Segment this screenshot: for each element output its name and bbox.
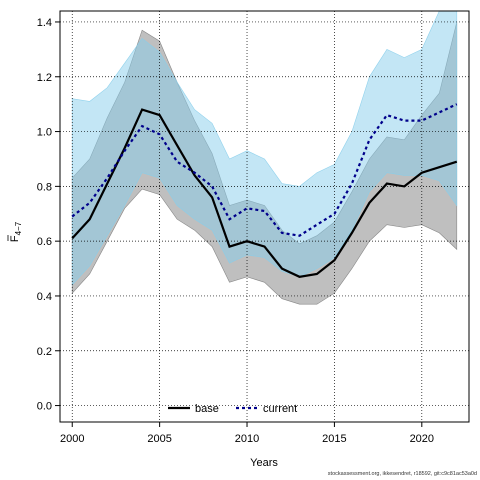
x-tick-label: 2005	[147, 433, 171, 445]
x-tick-label: 2015	[322, 433, 346, 445]
y-tick-label: 1.0	[37, 127, 52, 139]
legend-label-current: current	[263, 403, 297, 415]
confidence-bands	[71, 11, 458, 305]
x-tick-label: 2010	[235, 433, 259, 445]
y-tick-label: 0.6	[37, 236, 52, 248]
plot-frame	[59, 10, 470, 423]
band-current	[71, 11, 458, 286]
x-tick-label: 2000	[60, 433, 84, 445]
grid	[60, 11, 469, 422]
legend-label-base: base	[195, 403, 219, 415]
x-axis: 2000 2005 2010 2015 2020	[60, 422, 434, 445]
y-axis-title-sub: 4−7	[14, 221, 23, 235]
y-axis-title-f: F	[9, 235, 21, 242]
x-tick-label: 2020	[410, 433, 434, 445]
y-axis-title-main: F4−7	[9, 221, 23, 242]
y-tick-label: 0.0	[37, 401, 52, 413]
series-lines	[71, 103, 458, 278]
y-tick-label: 1.2	[37, 72, 52, 84]
y-axis-title: F4−7	[7, 221, 23, 242]
legend: base current	[168, 403, 297, 415]
x-axis-title: Years	[250, 457, 278, 469]
y-axis: 0.0 0.2 0.4 0.6 0.8 1.0 1.2 1.4	[37, 17, 60, 413]
y-tick-label: 0.2	[37, 346, 52, 358]
y-tick-label: 0.8	[37, 181, 52, 193]
y-tick-label: 1.4	[37, 17, 52, 29]
y-tick-label: 0.4	[37, 291, 52, 303]
footer-text: stockassessment.org, ikkesendret, r18592…	[327, 471, 477, 477]
